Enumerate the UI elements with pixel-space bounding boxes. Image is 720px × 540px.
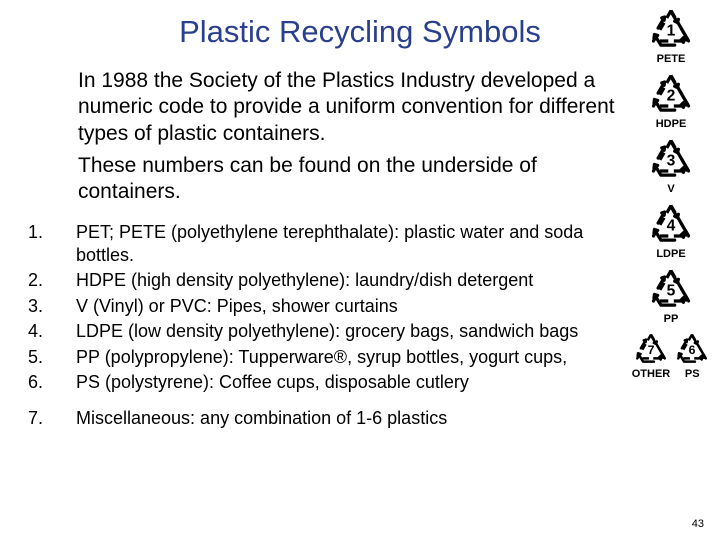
recycle-symbol-7: 7 OTHER — [632, 331, 671, 380]
item-number: 2. — [28, 269, 76, 292]
item-number: 7. — [28, 407, 76, 430]
item-number: 3. — [28, 295, 76, 318]
symbol-label: OTHER — [632, 368, 671, 380]
list-item: 1. PET; PETE (polyethylene terephthalate… — [28, 221, 620, 266]
svg-text:4: 4 — [667, 217, 676, 234]
item-text: LDPE (low density polyethylene): grocery… — [76, 320, 620, 343]
list-item: 5. PP (polypropylene): Tupperware®, syru… — [28, 346, 620, 369]
recycle-triangle-icon: 1 — [648, 6, 694, 52]
intro-p2: These numbers can be found on the unders… — [78, 153, 620, 206]
symbol-label: LDPE — [656, 248, 685, 260]
plastic-types-list: 1. PET; PETE (polyethylene terephthalate… — [0, 217, 720, 429]
item-text: HDPE (high density polyethylene): laundr… — [76, 269, 620, 292]
recycle-symbol-6: 6 PS — [674, 331, 710, 380]
svg-text:7: 7 — [648, 343, 655, 357]
symbol-label: PP — [664, 313, 679, 325]
list-item: 4. LDPE (low density polyethylene): groc… — [28, 320, 620, 343]
svg-text:1: 1 — [667, 22, 676, 39]
recycle-triangle-icon: 4 — [648, 201, 694, 247]
svg-text:6: 6 — [689, 343, 696, 357]
page-title: Plastic Recycling Symbols — [0, 14, 720, 50]
recycle-triangle-icon: 7 — [633, 331, 669, 367]
list-item: 3. V (Vinyl) or PVC: Pipes, shower curta… — [28, 295, 620, 318]
item-text: PP (polypropylene): Tupperware®, syrup b… — [76, 346, 620, 369]
recycle-triangle-icon: 2 — [648, 71, 694, 117]
intro-block: In 1988 the Society of the Plastics Indu… — [0, 58, 720, 217]
recycle-triangle-icon: 5 — [648, 266, 694, 312]
item-text: PET; PETE (polyethylene terephthalate): … — [76, 221, 620, 266]
recycling-symbols-column: 1 PETE 2 HDPE 3 V — [632, 6, 710, 380]
symbol-label: HDPE — [656, 118, 687, 130]
recycle-symbol-5: 5 PP — [648, 266, 694, 325]
recycle-symbol-3: 3 V — [648, 136, 694, 195]
recycle-triangle-icon: 3 — [648, 136, 694, 182]
list-item: 7. Miscellaneous: any combination of 1-6… — [28, 407, 620, 430]
list-item: 2. HDPE (high density polyethylene): lau… — [28, 269, 620, 292]
symbol-label: PETE — [657, 53, 686, 65]
svg-text:3: 3 — [667, 152, 676, 169]
item-number: 6. — [28, 371, 76, 394]
recycle-triangle-icon: 6 — [674, 331, 710, 367]
item-text: V (Vinyl) or PVC: Pipes, shower curtains — [76, 295, 620, 318]
page-number: 43 — [692, 518, 704, 530]
item-text: Miscellaneous: any combination of 1-6 pl… — [76, 407, 620, 430]
intro-p1: In 1988 the Society of the Plastics Indu… — [78, 68, 620, 147]
recycle-symbol-4: 4 LDPE — [648, 201, 694, 260]
item-number: 5. — [28, 346, 76, 369]
svg-text:5: 5 — [667, 282, 676, 299]
item-number: 4. — [28, 320, 76, 343]
symbol-label: V — [667, 183, 674, 195]
item-number: 1. — [28, 221, 76, 266]
list-item: 6. PS (polystyrene): Coffee cups, dispos… — [28, 371, 620, 394]
recycle-symbol-2: 2 HDPE — [648, 71, 694, 130]
item-text: PS (polystyrene): Coffee cups, disposabl… — [76, 371, 620, 394]
svg-text:2: 2 — [667, 87, 676, 104]
symbol-label: PS — [685, 368, 700, 380]
recycle-symbol-1: 1 PETE — [648, 6, 694, 65]
